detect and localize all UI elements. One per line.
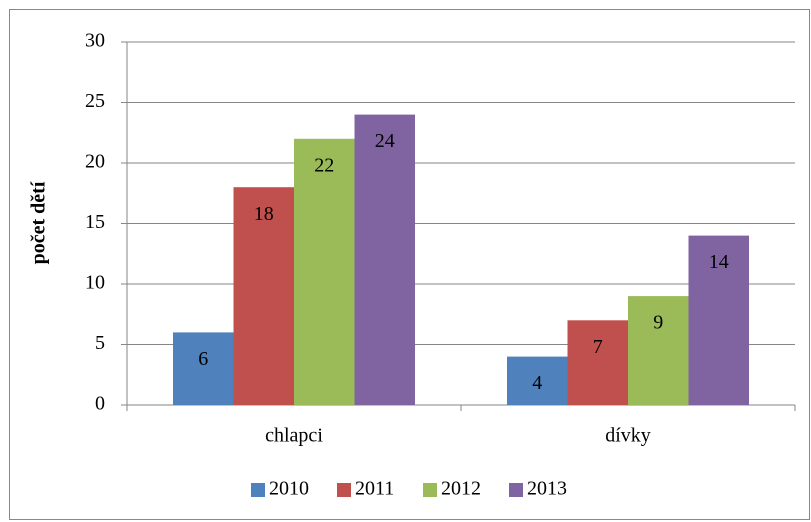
legend-swatch (423, 483, 437, 497)
bar (173, 332, 234, 405)
data-label: 24 (375, 130, 395, 152)
legend-label: 2012 (441, 478, 481, 500)
legend-swatch (251, 483, 265, 497)
y-tick-label: 30 (85, 30, 105, 52)
x-tick-label: dívky (605, 425, 651, 447)
legend-label: 2013 (527, 478, 567, 500)
data-label: 14 (709, 251, 729, 273)
data-label: 18 (254, 203, 274, 225)
bar (688, 235, 749, 405)
bar (567, 320, 628, 405)
bar (233, 187, 294, 405)
legend-swatch (509, 483, 523, 497)
data-label: 9 (653, 312, 663, 334)
bar (628, 296, 689, 405)
data-label: 22 (314, 154, 334, 176)
y-axis-label: počet dětí (28, 181, 50, 264)
data-label: 4 (532, 372, 542, 394)
y-tick-label: 10 (85, 272, 105, 294)
y-tick-label: 0 (95, 393, 105, 415)
data-label: 7 (593, 336, 603, 358)
bar (294, 138, 355, 406)
legend-swatch (337, 483, 351, 497)
y-tick-label: 15 (85, 211, 105, 233)
y-tick-label: 25 (85, 90, 105, 112)
y-tick-label: 20 (85, 151, 105, 173)
data-label: 6 (198, 348, 208, 370)
x-tick-label: chlapci (265, 425, 323, 447)
y-tick-label: 5 (95, 332, 105, 354)
bar (507, 356, 568, 405)
legend-label: 2010 (269, 478, 309, 500)
bar (354, 114, 415, 405)
legend-label: 2011 (355, 478, 394, 500)
